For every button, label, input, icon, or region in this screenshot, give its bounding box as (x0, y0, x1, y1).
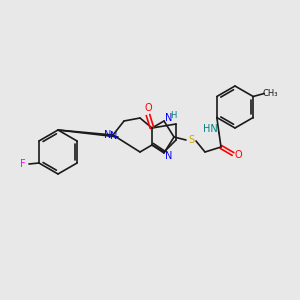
Text: N: N (165, 113, 173, 123)
Text: CH₃: CH₃ (262, 89, 278, 98)
Text: N: N (104, 130, 112, 140)
Text: HN: HN (202, 124, 217, 134)
Text: O: O (234, 150, 242, 160)
Text: N: N (165, 151, 173, 161)
Text: H: H (170, 112, 176, 121)
Text: F: F (20, 159, 26, 169)
Text: S: S (188, 135, 194, 145)
Text: N: N (110, 131, 118, 141)
Text: O: O (144, 103, 152, 113)
